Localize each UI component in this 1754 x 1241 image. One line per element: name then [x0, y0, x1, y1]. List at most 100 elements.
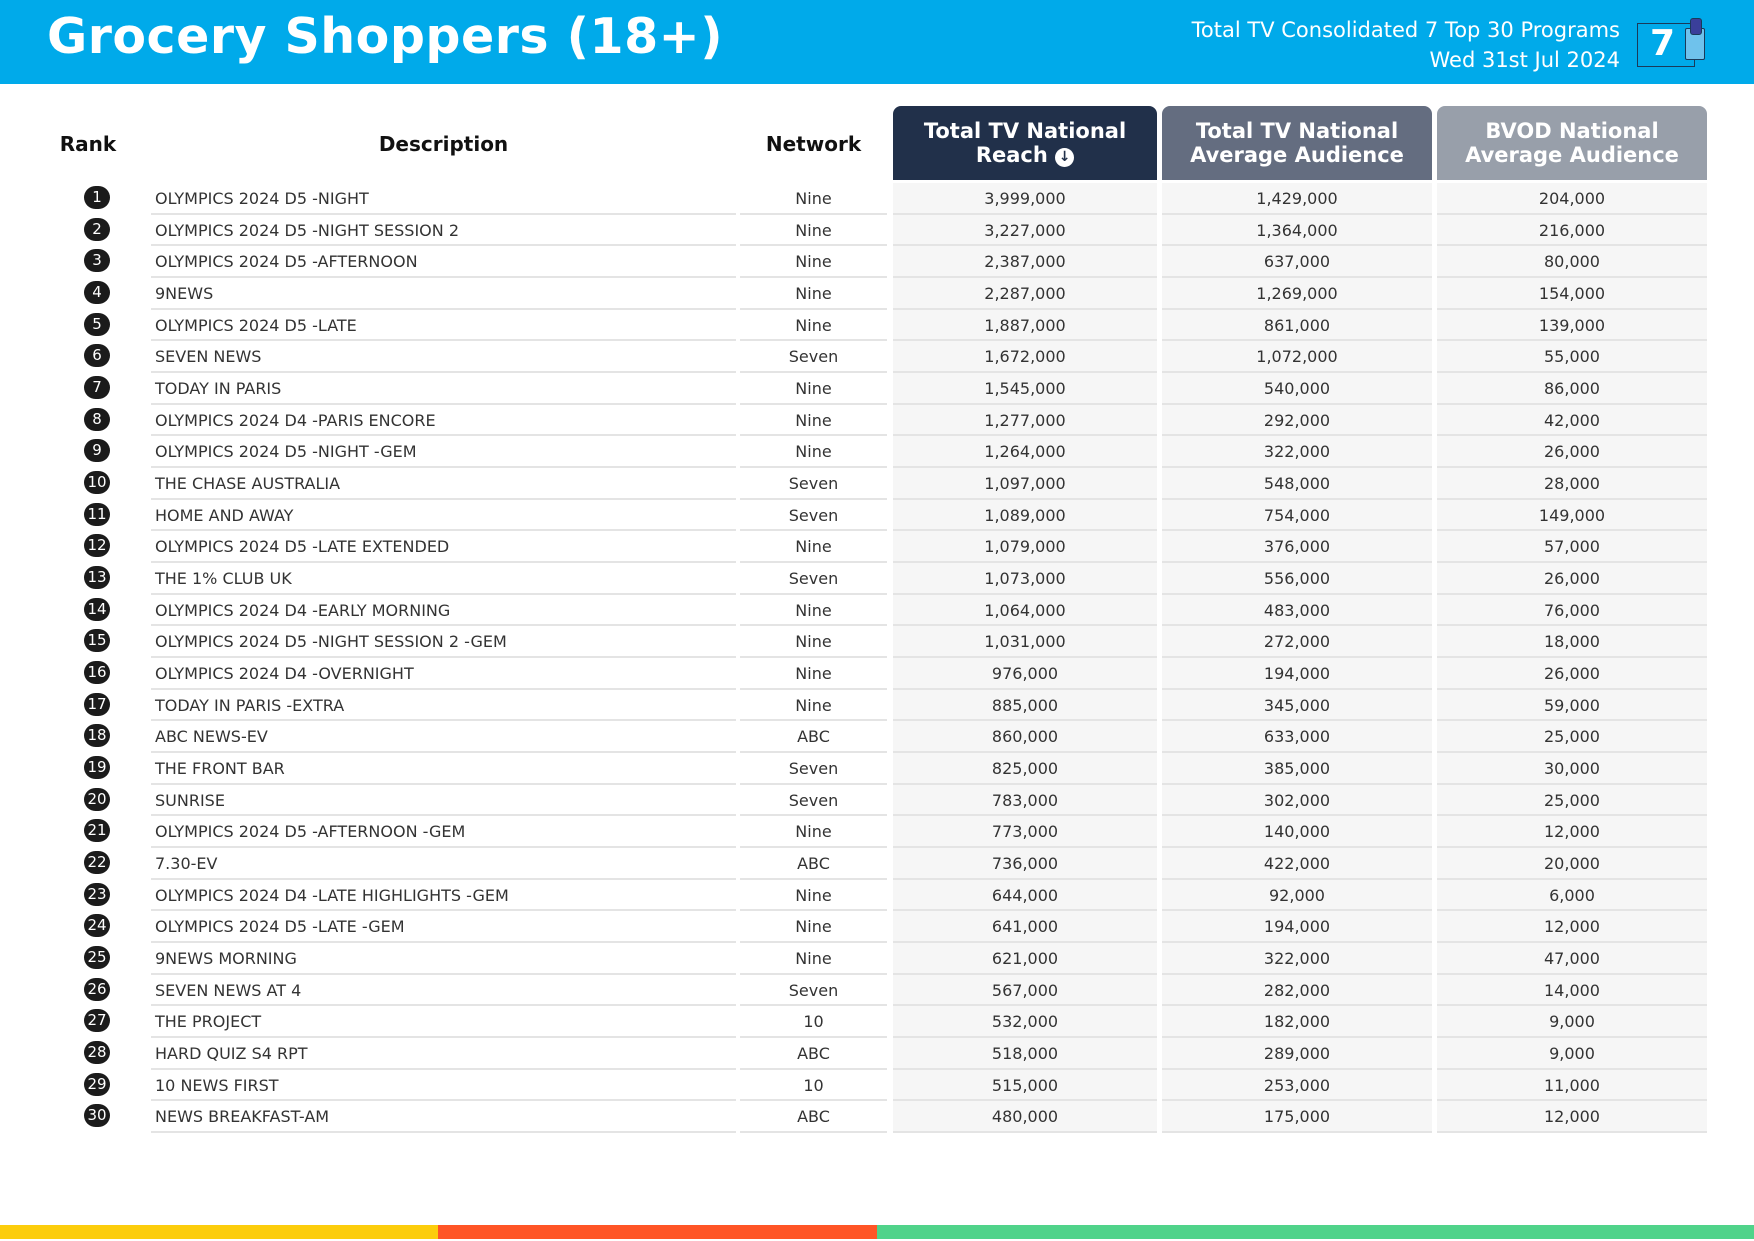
table-row: 24 OLYMPICS 2024 D5 -LATE -GEM Nine 641,000…: [0, 911, 1754, 944]
total-tv-reach: 825,000: [893, 753, 1157, 785]
reach-column-header[interactable]: Total TV National Reach ↓: [893, 106, 1157, 180]
rank-badge: 4: [84, 281, 110, 304]
footer-bar-yellow: [0, 1225, 438, 1239]
bvod-average-audience: 47,000: [1437, 943, 1707, 975]
total-tv-average-audience: 345,000: [1162, 689, 1432, 722]
network: Nine: [740, 531, 887, 564]
rank-badge: 27: [84, 1009, 110, 1033]
table-row: 8 OLYMPICS 2024 D4 -PARIS ENCORE Nine 1,277…: [0, 404, 1754, 437]
total-tv-reach: 1,073,000: [893, 563, 1157, 595]
total-tv-reach: 1,887,000: [893, 309, 1157, 342]
rank-badge: 18: [84, 724, 110, 748]
program-description: HARD QUIZ S4 RPT: [151, 1038, 736, 1070]
total-tv-reach: 480,000: [893, 1101, 1157, 1134]
bvod-average-audience: 12,000: [1437, 911, 1707, 944]
table-row: 9 OLYMPICS 2024 D5 -NIGHT -GEM Nine 1,264,0…: [0, 436, 1754, 469]
total-tv-reach: 1,264,000: [893, 436, 1157, 469]
network: Nine: [740, 183, 887, 215]
page-title: Grocery Shoppers (18+): [47, 8, 724, 65]
total-tv-reach: 885,000: [893, 689, 1157, 722]
program-description: HOME AND AWAY: [151, 500, 736, 532]
network: ABC: [740, 1101, 887, 1134]
sort-descending-icon[interactable]: ↓: [1055, 148, 1075, 167]
rank-badge: 24: [84, 914, 110, 938]
bvod-average-audience: 57,000: [1437, 531, 1707, 564]
program-description: SEVEN NEWS AT 4: [151, 975, 736, 1007]
total-tv-average-audience: 754,000: [1162, 499, 1432, 532]
total-tv-average-audience: 483,000: [1162, 594, 1432, 627]
total-tv-reach: 3,227,000: [893, 214, 1157, 247]
rank-badge: 17: [84, 692, 110, 716]
program-description: TODAY IN PARIS -EXTRA: [151, 690, 736, 722]
total-tv-average-audience: 1,269,000: [1162, 278, 1432, 310]
program-description: OLYMPICS 2024 D5 -NIGHT: [151, 183, 736, 215]
total-tv-average-audience: 194,000: [1162, 911, 1432, 944]
network: Nine: [740, 690, 887, 722]
total-tv-average-audience: 175,000: [1162, 1101, 1432, 1134]
bvod-average-audience: 26,000: [1437, 658, 1707, 690]
program-description: SEVEN NEWS: [151, 341, 736, 373]
table-row: 30 NEWS BREAKFAST-AM ABC 480,000 175,000 12,0…: [0, 1101, 1754, 1134]
network: Seven: [740, 563, 887, 595]
rank-badge: 26: [84, 977, 110, 1001]
program-description: THE CHASE AUSTRALIA: [151, 468, 736, 500]
bvod-average-audience: 12,000: [1437, 816, 1707, 849]
rank-badge: 25: [84, 946, 110, 970]
total-tv-reach: 1,064,000: [893, 594, 1157, 627]
network: Seven: [740, 500, 887, 532]
total-tv-reach: 2,287,000: [893, 278, 1157, 310]
bvod-average-audience: 28,000: [1437, 468, 1707, 500]
rank-badge: 16: [84, 661, 110, 685]
network: Nine: [740, 658, 887, 690]
rank-badge: 12: [84, 534, 110, 558]
total-tv-average-audience: 1,364,000: [1162, 214, 1432, 247]
bvod-average-audience: 26,000: [1437, 563, 1707, 595]
bvod-average-audience: 139,000: [1437, 309, 1707, 342]
network-column-header: Network: [765, 132, 862, 156]
program-description: OLYMPICS 2024 D5 -LATE: [151, 310, 736, 342]
bvod-average-audience: 20,000: [1437, 848, 1707, 880]
program-description: THE PROJECT: [151, 1006, 736, 1039]
table-row: 11 HOME AND AWAY Seven 1,089,000 754,000 149,…: [0, 499, 1754, 532]
average-audience-column-header[interactable]: Total TV National Average Audience: [1162, 106, 1432, 180]
bvod-average-audience: 9,000: [1437, 1038, 1707, 1070]
total-tv-average-audience: 272,000: [1162, 626, 1432, 659]
total-tv-reach: 1,079,000: [893, 531, 1157, 564]
rank-badge: 8: [84, 407, 110, 431]
bvod-average-audience: 76,000: [1437, 594, 1707, 627]
total-tv-reach: 518,000: [893, 1038, 1157, 1070]
bvod-column-header[interactable]: BVOD National Average Audience: [1437, 106, 1707, 180]
rank-badge: 3: [84, 249, 110, 273]
bvod-average-audience: 42,000: [1437, 404, 1707, 437]
total-tv-average-audience: 556,000: [1162, 563, 1432, 595]
bvod-average-audience: 216,000: [1437, 214, 1707, 247]
program-description: OLYMPICS 2024 D4 -LATE HIGHLIGHTS -GEM: [151, 880, 736, 912]
total-tv-average-audience: 194,000: [1162, 658, 1432, 690]
table-row: 21 OLYMPICS 2024 D5 -AFTERNOON -GEM Nine 77…: [0, 816, 1754, 849]
network: Nine: [740, 943, 887, 975]
total-tv-average-audience: 140,000: [1162, 816, 1432, 849]
network: Nine: [740, 405, 887, 437]
total-tv-average-audience: 322,000: [1162, 943, 1432, 975]
rank-badge: 14: [84, 597, 110, 621]
total-tv-reach: 641,000: [893, 911, 1157, 944]
rank-badge: 21: [84, 819, 110, 843]
total-tv-reach: 1,089,000: [893, 499, 1157, 532]
table-row: 5 OLYMPICS 2024 D5 -LATE Nine 1,887,000 861,…: [0, 309, 1754, 342]
bvod-average-audience: 80,000: [1437, 246, 1707, 278]
total-tv-reach: 515,000: [893, 1069, 1157, 1102]
network: Seven: [740, 785, 887, 817]
page-header: Grocery Shoppers (18+) Total TV Consolid…: [0, 0, 1754, 84]
footer-bar-green: [877, 1225, 1754, 1239]
total-tv-reach: 976,000: [893, 658, 1157, 690]
program-description: OLYMPICS 2024 D4 -PARIS ENCORE: [151, 405, 736, 437]
bvod-average-audience: 86,000: [1437, 373, 1707, 405]
program-description: 9NEWS MORNING: [151, 943, 736, 975]
total-tv-reach: 3,999,000: [893, 183, 1157, 215]
channel-7-logo-icon: 7: [1637, 18, 1707, 67]
table-row: 1 OLYMPICS 2024 D5 -NIGHT Nine 3,999,000 1,4…: [0, 183, 1754, 215]
total-tv-average-audience: 322,000: [1162, 436, 1432, 469]
network: Seven: [740, 753, 887, 785]
program-description: OLYMPICS 2024 D5 -AFTERNOON -GEM: [151, 816, 736, 849]
bvod-average-audience: 12,000: [1437, 1101, 1707, 1134]
